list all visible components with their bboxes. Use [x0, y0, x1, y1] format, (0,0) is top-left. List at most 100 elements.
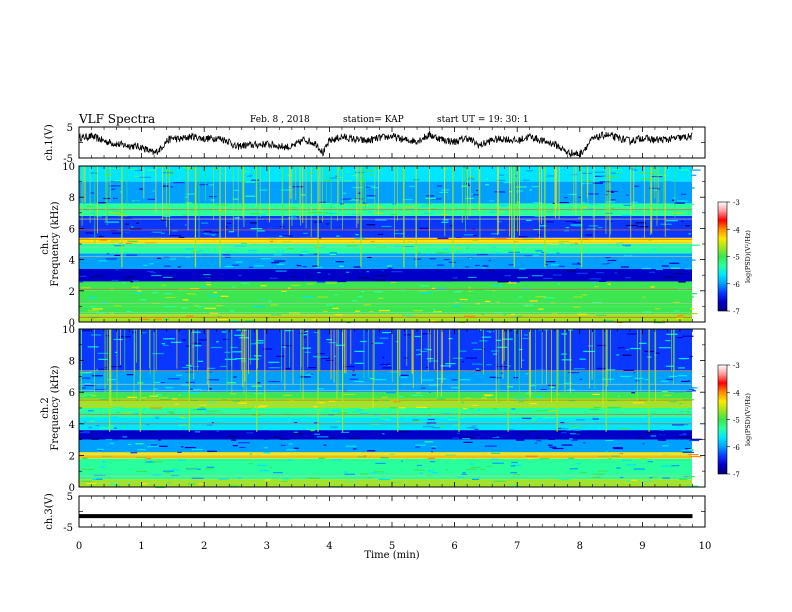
spectrum-texture	[605, 439, 614, 442]
spectrum-texture	[313, 406, 319, 408]
spectrum-texture	[512, 473, 521, 476]
spectrum-texture	[499, 174, 505, 176]
spectrum-texture	[472, 239, 478, 242]
spectrum-texture	[354, 171, 365, 174]
spectrum-texture	[320, 409, 323, 411]
spectrum-texture	[186, 193, 196, 195]
spectrum-texture	[616, 242, 624, 244]
spectrum-texture	[626, 464, 637, 466]
spectrum-texture	[665, 340, 671, 342]
spectrum-texture	[497, 281, 509, 283]
spectrum-texture	[573, 221, 582, 224]
spectrum-texture	[111, 466, 123, 469]
spectrum-texture	[271, 262, 280, 264]
y-tick-label: 5	[67, 492, 73, 503]
spectrum-texture	[345, 445, 357, 447]
spectrum-texture	[391, 453, 401, 456]
spectrum-texture	[165, 471, 170, 473]
spectrum-texture	[510, 313, 515, 316]
spectrum-texture	[118, 233, 128, 235]
spectrum-texture	[632, 402, 645, 404]
spectrum-texture	[254, 392, 264, 395]
spectrum-texture	[657, 439, 666, 441]
spectrum-texture	[205, 468, 214, 470]
spectrum-texture	[543, 417, 555, 419]
spectrum-texture	[312, 319, 320, 321]
spectrum-texture	[474, 289, 485, 292]
spectrum-texture	[237, 225, 242, 227]
spectrum-texture	[435, 287, 447, 289]
spectrum-texture	[171, 469, 180, 471]
spectrum-texture	[575, 365, 584, 367]
spectrum-texture	[589, 278, 602, 280]
spectrum-texture	[286, 333, 296, 335]
spectrum-texture	[163, 470, 174, 472]
spectrum-texture	[613, 480, 624, 482]
spectrum-texture	[526, 219, 532, 222]
spectrum-texture	[218, 449, 230, 451]
spectrum-texture	[200, 285, 205, 288]
spectrum-texture	[294, 299, 304, 301]
spectrum-texture	[341, 217, 352, 219]
spectrum-texture	[611, 428, 620, 430]
spectrum-texture	[581, 172, 592, 175]
spectrum-texture	[573, 368, 585, 370]
spectrum-texture	[394, 233, 405, 235]
spectrum-texture	[420, 350, 427, 353]
spectrum-texture	[489, 200, 495, 202]
spectrum-texture	[389, 315, 393, 317]
spectrum-texture	[485, 178, 489, 180]
spectrum-texture	[146, 403, 153, 405]
spectrum-texture	[429, 258, 436, 260]
spectrum-texture	[303, 232, 308, 234]
spectrum-texture	[420, 291, 432, 294]
spectrum-texture	[109, 185, 121, 187]
spectrum-texture	[317, 281, 326, 283]
spectrum-texture	[112, 439, 119, 441]
spectrum-texture	[343, 393, 356, 396]
spectrum-texture	[519, 268, 526, 270]
spectrum-texture	[439, 191, 449, 194]
spectrum-texture	[112, 339, 120, 341]
spectrum-texture	[365, 169, 375, 172]
spectrum-texture	[207, 367, 216, 369]
spectrum-texture	[681, 220, 684, 223]
spectrum-texture	[244, 170, 250, 173]
spectrum-texture	[141, 297, 153, 299]
spectrum-texture	[543, 297, 555, 299]
spectrum-texture	[351, 174, 358, 177]
spectrum-texture	[380, 363, 391, 365]
spectrum-texture	[671, 212, 684, 214]
spectrum-texture	[149, 263, 154, 265]
spectrum-texture	[351, 374, 357, 376]
spectrum-texture	[207, 379, 220, 381]
spectrum-texture	[257, 381, 266, 383]
spectrum-texture	[341, 431, 350, 433]
spectrum-texture	[282, 235, 293, 237]
spectrum-texture	[242, 301, 254, 303]
spectrum-texture	[675, 400, 686, 403]
spectrum-texture	[415, 444, 426, 446]
spectrum-texture	[522, 337, 529, 340]
spectrum-texture	[518, 348, 523, 351]
spectrum-texture	[415, 406, 428, 409]
spectrum-texture	[154, 319, 162, 322]
spectrum-texture	[306, 461, 317, 464]
spectrum-texture	[634, 185, 640, 187]
spectrum-texture	[147, 446, 150, 448]
spectrum-texture	[389, 424, 399, 426]
spectrum-texture	[357, 296, 363, 298]
spectrum-texture	[346, 321, 352, 324]
spectrum-texture	[307, 270, 320, 272]
y-tick-label: 0	[69, 318, 75, 329]
spectrum-texture	[465, 357, 477, 359]
spectrum-texture	[530, 384, 537, 387]
spectrum-texture	[378, 309, 390, 312]
spectrum-texture	[681, 449, 694, 451]
spectrum-texture	[576, 268, 579, 270]
spectrum-texture	[314, 214, 326, 216]
spectrum-texture	[113, 245, 125, 247]
spectrum-texture	[240, 360, 247, 362]
